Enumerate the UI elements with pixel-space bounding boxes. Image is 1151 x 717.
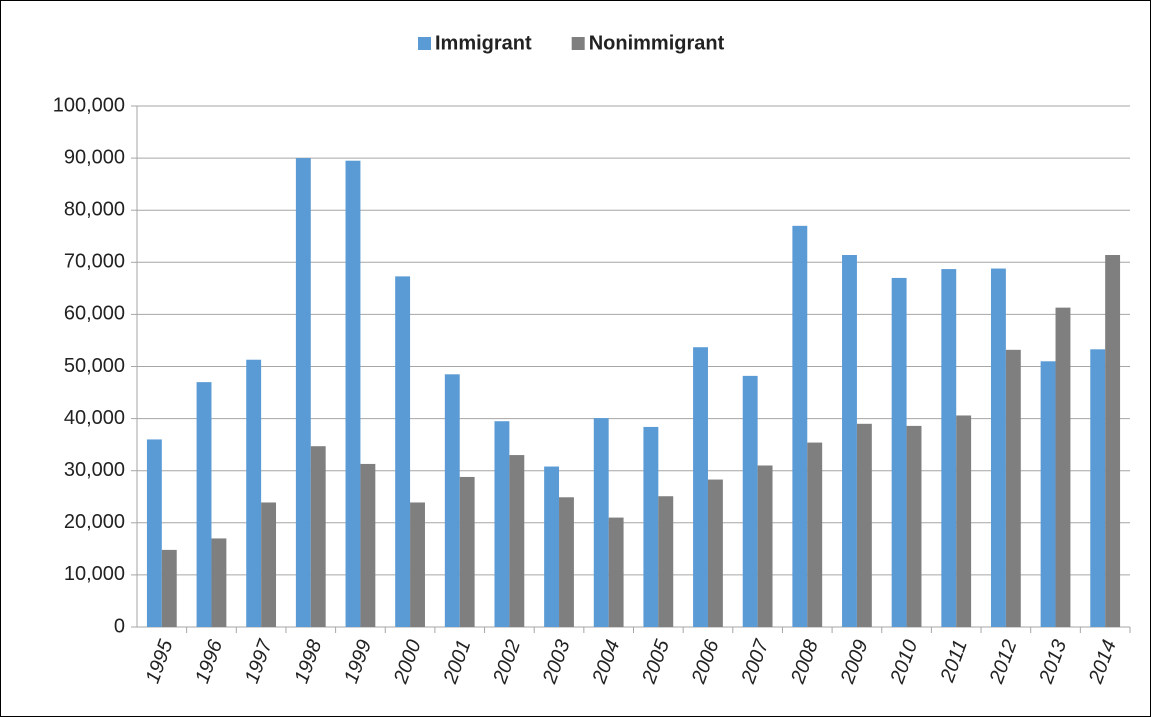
bar [807,442,823,627]
bar [395,276,411,627]
bar [593,418,609,627]
y-tick-label: 40,000 [64,407,125,429]
y-tick-label: 10,000 [64,563,125,585]
bar [559,497,574,627]
bar [1005,349,1021,627]
bar [658,496,674,627]
bar [1090,349,1106,627]
bar [310,446,326,627]
y-tick-label: 90,000 [64,146,125,168]
y-tick-label: 100,000 [53,94,125,116]
y-tick-label: 30,000 [64,459,125,481]
y-tick-label: 20,000 [64,511,125,533]
y-tick-label: 60,000 [64,303,125,325]
bar [146,439,162,627]
legend-swatch [418,37,431,50]
bar [360,463,376,627]
bar [608,517,624,627]
bar [544,466,560,627]
bar [956,415,972,627]
bar [906,425,922,627]
bar [990,268,1006,627]
bar [196,382,212,627]
bar [842,255,857,628]
bar [707,479,723,627]
bar [509,455,525,627]
bar [494,421,510,627]
bar [757,465,773,627]
legend-swatch [571,37,585,50]
bar [295,158,311,627]
bar [161,549,177,627]
bar [261,502,277,627]
legend-label: Immigrant [435,32,532,54]
bar [891,277,907,627]
bar [693,347,708,627]
bar [410,502,425,627]
legend-label: Nonimmigrant [589,32,725,54]
bar [792,225,808,627]
bar [444,374,460,627]
bar [856,423,872,627]
bar [643,426,659,627]
bar [345,160,361,627]
bar [1040,361,1056,627]
bar [1055,307,1071,627]
bar [941,269,957,627]
y-tick-label: 0 [114,615,125,637]
bar [246,359,262,627]
bar [459,476,475,627]
bar [1105,255,1121,628]
y-tick-label: 50,000 [64,355,125,377]
y-tick-label: 80,000 [64,198,125,220]
y-tick-label: 70,000 [64,251,125,273]
bar [742,375,758,627]
bar [211,538,227,627]
